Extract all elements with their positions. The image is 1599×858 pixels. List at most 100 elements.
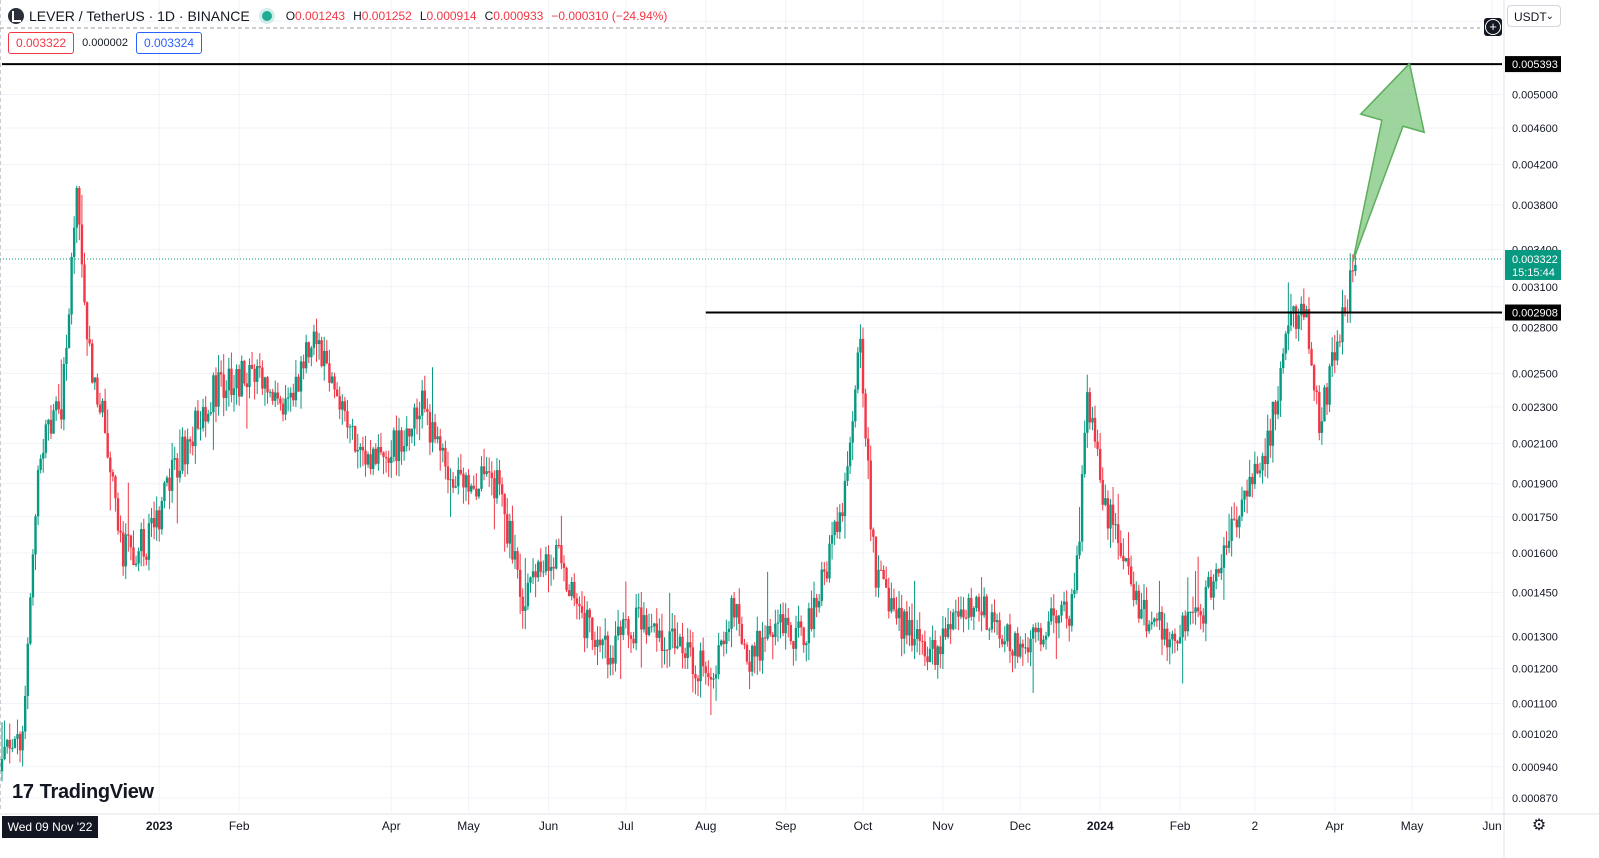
candle-body <box>923 641 927 657</box>
gear-icon[interactable]: ⚙ <box>1531 817 1547 834</box>
candle-body <box>1101 480 1104 505</box>
candle-body <box>263 377 267 389</box>
candle-body <box>310 347 313 358</box>
candle-body <box>645 615 648 635</box>
candle-body <box>1294 306 1298 329</box>
candle-body <box>1106 498 1110 529</box>
sell-price-button[interactable]: 0.003322 <box>8 32 75 54</box>
candle-body <box>725 632 728 644</box>
candle-body <box>1093 417 1097 442</box>
candle-body <box>957 611 960 617</box>
candle-body <box>611 657 615 664</box>
candle-body <box>286 397 290 399</box>
candle-body <box>562 563 566 568</box>
candle-body <box>1117 524 1120 544</box>
price-tick-label: 0.002500 <box>1512 368 1558 380</box>
candle-body <box>155 510 158 528</box>
candle-body <box>1251 476 1254 485</box>
candle-body <box>374 448 377 464</box>
time-tick-label: Apr <box>1325 819 1344 833</box>
currency-select[interactable]: USDT ⌄ <box>1507 5 1561 27</box>
candle-body <box>944 628 947 637</box>
candle-body <box>1214 569 1218 582</box>
candle-body <box>1098 448 1102 481</box>
candle-body <box>580 606 584 613</box>
candle-body <box>109 457 112 473</box>
candle-body <box>1222 545 1226 568</box>
candle-body <box>828 543 831 579</box>
candle-body <box>119 530 122 533</box>
candle-body <box>652 623 656 627</box>
candle-body <box>178 470 182 478</box>
candle-body <box>701 650 705 667</box>
candle-body <box>26 643 29 696</box>
candle-body <box>1204 586 1208 624</box>
candle-body <box>1279 368 1282 401</box>
price-tick-label: 0.001450 <box>1512 587 1558 599</box>
candle-body <box>377 447 380 464</box>
candle-body <box>542 571 545 573</box>
candle-body <box>650 626 653 628</box>
candle-body <box>547 554 550 571</box>
candle-body <box>83 264 86 303</box>
candle-body <box>353 425 357 452</box>
candle-body <box>78 187 81 225</box>
candle-body <box>335 389 339 397</box>
candle-body <box>472 485 475 489</box>
candle-body <box>1044 635 1048 640</box>
candle-body <box>150 518 153 524</box>
candle-body <box>1173 633 1177 642</box>
candle-body <box>575 598 579 604</box>
candle-body <box>65 347 68 365</box>
candle-body <box>848 442 852 467</box>
candle-body <box>1037 627 1040 633</box>
candle-body <box>1062 601 1066 605</box>
order-panel: 0.003322 0.000002 0.003324 <box>8 32 203 54</box>
candle-body <box>1333 352 1336 361</box>
line-price-tag <box>1505 56 1561 73</box>
buy-price-button[interactable]: 0.003324 <box>135 32 203 54</box>
symbol-title[interactable]: LEVER / TetherUS · 1D · BINANCE <box>29 8 250 24</box>
candle-body <box>921 640 924 642</box>
add-alert-plus-icon[interactable]: + <box>1484 18 1502 36</box>
time-tick-label: 2024 <box>1087 819 1114 833</box>
candle-body <box>1284 333 1287 354</box>
candle-body <box>271 391 274 401</box>
candle-body <box>977 596 981 612</box>
candle-body <box>658 630 661 638</box>
candle-body <box>294 376 298 401</box>
time-tick-label: Feb <box>229 819 250 833</box>
candle-body <box>276 392 280 399</box>
candle-body <box>506 514 509 544</box>
candle-body <box>1258 470 1262 474</box>
candle-body <box>508 520 512 544</box>
candle-body <box>866 438 870 461</box>
candle-body <box>1091 417 1094 423</box>
candle-body <box>913 638 916 646</box>
candle-body <box>400 430 403 452</box>
candle-body <box>1253 463 1257 485</box>
candle-body <box>127 534 130 536</box>
candle-body <box>366 454 370 465</box>
candle-body <box>1001 638 1004 645</box>
candle-body <box>859 338 862 353</box>
candle-body <box>47 419 50 425</box>
time-tick-label: Aug <box>695 819 716 833</box>
candle-body <box>413 407 416 429</box>
symbol-header[interactable]: LEVER / TetherUS · 1D · BINANCE O0.00124… <box>8 6 675 26</box>
candle-body <box>351 425 354 427</box>
candle-body <box>1261 455 1264 471</box>
candle-body <box>397 430 401 461</box>
candle-body <box>341 401 344 410</box>
candle-body <box>201 407 205 429</box>
last-price-tag <box>1505 249 1561 280</box>
candle-body <box>722 640 725 644</box>
candle-body <box>101 400 104 413</box>
candle-body <box>1274 401 1277 415</box>
candle-body <box>704 666 707 674</box>
candle-body <box>560 544 563 564</box>
candle-body <box>444 447 447 467</box>
candle-body <box>555 544 558 569</box>
candle-body <box>1052 608 1055 616</box>
